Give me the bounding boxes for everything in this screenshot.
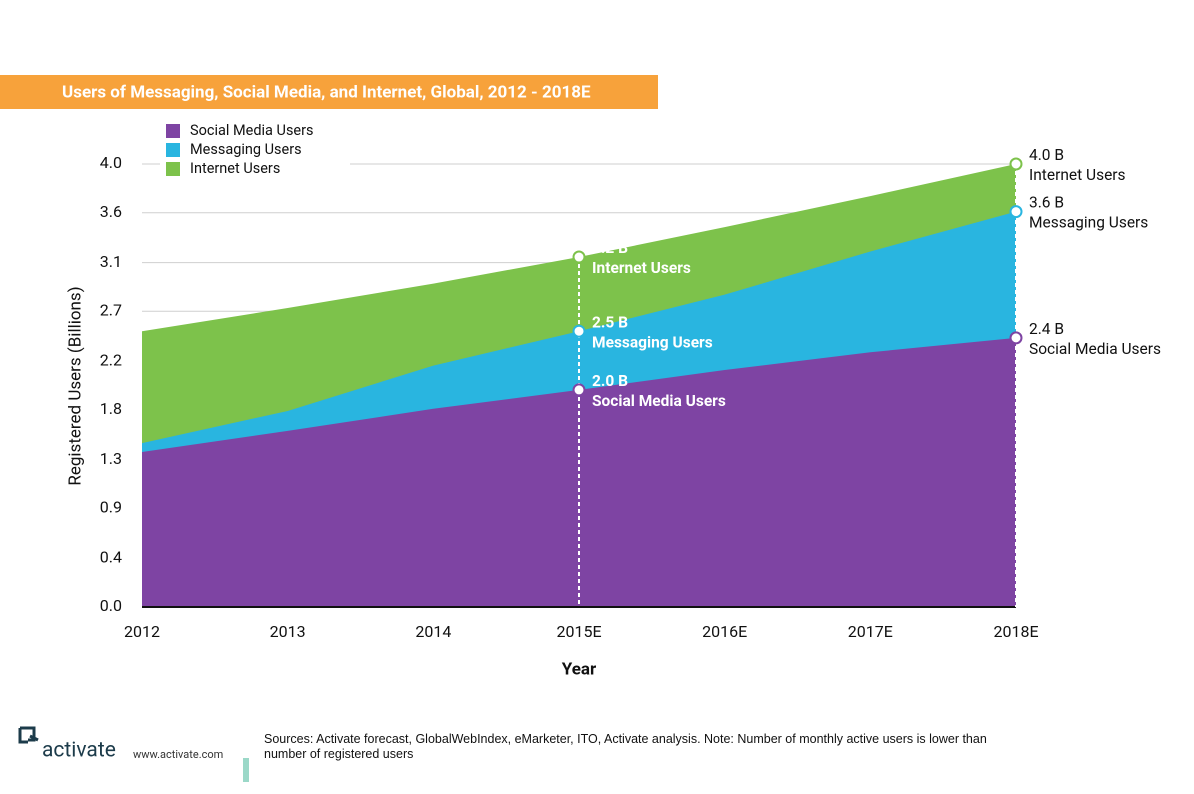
y-tick-label: 2.2 — [100, 350, 122, 369]
value-label: 4.0 B — [1029, 146, 1064, 164]
point — [572, 250, 586, 264]
y-tick-label: 0.9 — [100, 498, 122, 517]
value-label: 3.6 B — [1029, 194, 1064, 212]
x-tick-label: 2014 — [415, 622, 451, 641]
x-tick-label: 2013 — [270, 622, 306, 641]
y-tick-label: 4.0 — [100, 153, 122, 172]
value-label: 2.4 B — [1029, 320, 1064, 338]
source: Sources: Activate forecast, GlobalWebInd… — [264, 732, 987, 761]
source-box: Sources: Activate forecast, GlobalWebInd… — [264, 732, 987, 761]
legend-swatch — [166, 162, 180, 176]
y-tick-label: 2.7 — [100, 301, 122, 320]
value-label: 3.2 B — [592, 239, 628, 257]
point — [1009, 157, 1023, 171]
legend-swatch — [166, 143, 180, 157]
value-label: 2.5 B — [592, 313, 628, 331]
value-label-name: Social Media Users — [1029, 340, 1161, 358]
brand: activate — [42, 739, 116, 763]
x-tick-label: 2012 — [124, 622, 160, 641]
point — [572, 383, 586, 397]
legend: Social Media Users Messaging Users Interne… — [160, 118, 350, 182]
point — [1009, 205, 1023, 219]
x-tick-label: 2016E — [702, 622, 747, 641]
legend-bg — [160, 118, 350, 182]
value-label-name: Internet Users — [592, 259, 691, 277]
y-tick-label: 1.8 — [100, 399, 122, 418]
legend-label: Social Media Users — [190, 122, 314, 139]
x-axis-label: Year — [562, 659, 597, 679]
point — [1009, 331, 1023, 345]
value-label-name: Messaging Users — [1029, 214, 1148, 232]
point — [572, 324, 586, 338]
legend-label: Messaging Users — [190, 141, 302, 158]
area — [142, 337, 1016, 607]
x-tick-label: 2015E — [556, 622, 601, 641]
y-tick-label: 0.4 — [100, 547, 122, 566]
url: www.activate.com — [133, 748, 223, 761]
legend-swatch — [166, 124, 180, 138]
value-label-name: Messaging Users — [592, 333, 713, 351]
chart-title: Users of Messaging, Social Media, and In… — [62, 82, 591, 102]
legend-label: Internet Users — [190, 160, 280, 177]
y-tick-label: 3.6 — [100, 202, 122, 221]
y-tick-label: 3.1 — [100, 252, 122, 271]
value-label: 2.0 B — [592, 372, 628, 390]
y-tick-label: 1.3 — [100, 449, 122, 468]
divider — [243, 758, 249, 782]
x-tick-label: 2017E — [848, 622, 893, 641]
logo-icon — [18, 726, 39, 744]
value-label-name: Internet Users — [1029, 166, 1126, 184]
value-label-name: Social Media Users — [592, 392, 726, 410]
title-bar — [0, 75, 658, 109]
y-tick-label: 0.0 — [100, 596, 122, 615]
x-tick-label: 2018E — [993, 622, 1038, 641]
plot: 0.0 0.4 0.9 1.3 1.8 2.2 2.7 3.1 3.6 4.0 2012 2013 20… — [100, 118, 1161, 641]
y-axis-label: Registered Users (Billions) — [65, 286, 85, 485]
